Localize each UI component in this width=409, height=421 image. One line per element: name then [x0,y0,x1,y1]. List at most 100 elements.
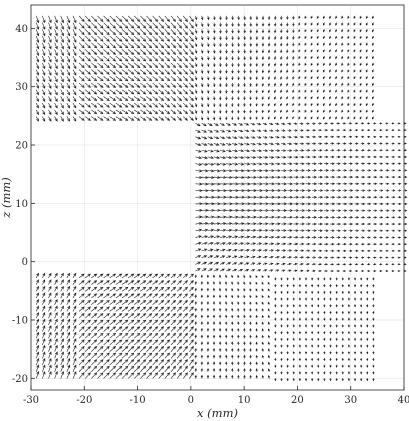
quiver-arrow [60,357,64,366]
quiver-arrow [237,15,240,21]
quiver-arrow [281,195,288,199]
quiver-arrow [238,182,245,186]
quiver-arrow [78,15,85,23]
quiver-arrow [373,142,377,145]
quiver-arrow [134,326,141,332]
quiver-arrow [164,29,171,36]
quiver-arrow [219,29,222,34]
quiver-arrow [397,149,401,152]
quiver-arrow [249,102,252,107]
quiver-arrow [183,82,188,88]
quiver-arrow [176,332,182,339]
quiver-arrow [336,169,342,172]
quiver-arrow [189,89,194,95]
quiver-arrow [317,310,320,315]
quiver-arrow [281,249,287,252]
quiver-arrow [397,155,402,158]
quiver-arrow [219,242,226,245]
quiver-arrow [305,357,307,362]
quiver-arrow [403,222,408,226]
quiver-arrow [275,222,281,226]
quiver-arrow [225,347,228,352]
quiver-arrow [366,162,372,165]
quiver-arrow [225,22,228,27]
quiver-arrow [372,82,374,87]
quiver-arrow [360,304,363,308]
quiver-arrow [335,76,338,80]
quiver-arrow [341,331,344,335]
quiver-arrow [91,372,98,379]
quiver-arrow [170,299,177,305]
quiver-arrow [42,357,46,366]
quiver-arrow [342,182,348,186]
quiver-arrow [347,82,350,87]
quiver-arrow [360,209,366,212]
quiver-arrow [225,374,228,379]
quiver-arrow [152,42,159,49]
quiver-arrow [286,56,289,60]
quiver-arrow [360,256,365,259]
quiver-arrow [281,209,287,212]
quiver-arrow [249,69,252,74]
quiver-arrow [72,82,77,89]
quiver-arrow [42,312,46,319]
quiver-arrow [195,228,203,232]
quiver-arrow [127,96,135,102]
quiver-arrow [293,175,299,179]
quiver-arrow [201,129,208,133]
quiver-arrow [305,129,310,132]
quiver-arrow [72,325,77,332]
quiver-arrow [256,235,263,239]
quiver-arrow [292,297,295,301]
quiver-arrow [305,351,307,355]
quiver-arrow [200,367,203,372]
quiver-arrow [298,317,301,321]
quiver-arrow [286,96,289,100]
quiver-arrow [200,294,203,299]
quiver-arrow [97,306,104,312]
quiver-arrow [85,313,91,319]
quiver-arrow [354,344,357,348]
quiver-arrow [292,351,295,355]
quiver-arrow [158,319,165,325]
quiver-arrow [366,344,369,348]
quiver-arrow [324,249,329,253]
quiver-arrow [281,149,287,152]
quiver-arrow [280,82,283,87]
quiver-arrow [134,306,141,312]
quiver-arrow [72,338,77,346]
quiver-arrow [127,89,135,95]
quiver-arrow [183,299,188,305]
quiver-arrow [316,109,319,113]
quiver-arrow [342,135,347,138]
quiver-arrow [183,69,188,75]
quiver-arrow [231,35,234,41]
quiver-arrow [316,76,319,80]
quiver-arrow [359,49,362,53]
quiver-arrow [232,156,239,159]
quiver-arrow [249,35,252,41]
quiver-arrow [42,22,46,30]
quiver-arrow [54,96,58,103]
quiver-arrow [292,371,295,375]
quiver-arrow [201,208,209,212]
quiver-arrow [213,189,221,193]
quiver-arrow [103,69,110,75]
quiver-arrow [292,116,295,120]
quiver-arrow [140,96,147,102]
quiver-arrow [305,229,311,232]
quiver-arrow [109,102,117,108]
quiver-arrow [127,76,135,82]
quiver-arrow [304,49,307,53]
quiver-arrow [140,319,147,325]
quiver-arrow [146,96,153,102]
quiver-arrow [267,116,270,120]
quiver-arrow [201,49,204,54]
quiver-arrow [109,299,117,305]
quiver-arrow [206,287,209,292]
quiver-arrow [317,317,320,321]
quiver-arrow [213,268,219,272]
quiver-arrow [121,293,129,299]
quiver-arrow [341,62,344,66]
quiver-arrow [335,378,338,382]
